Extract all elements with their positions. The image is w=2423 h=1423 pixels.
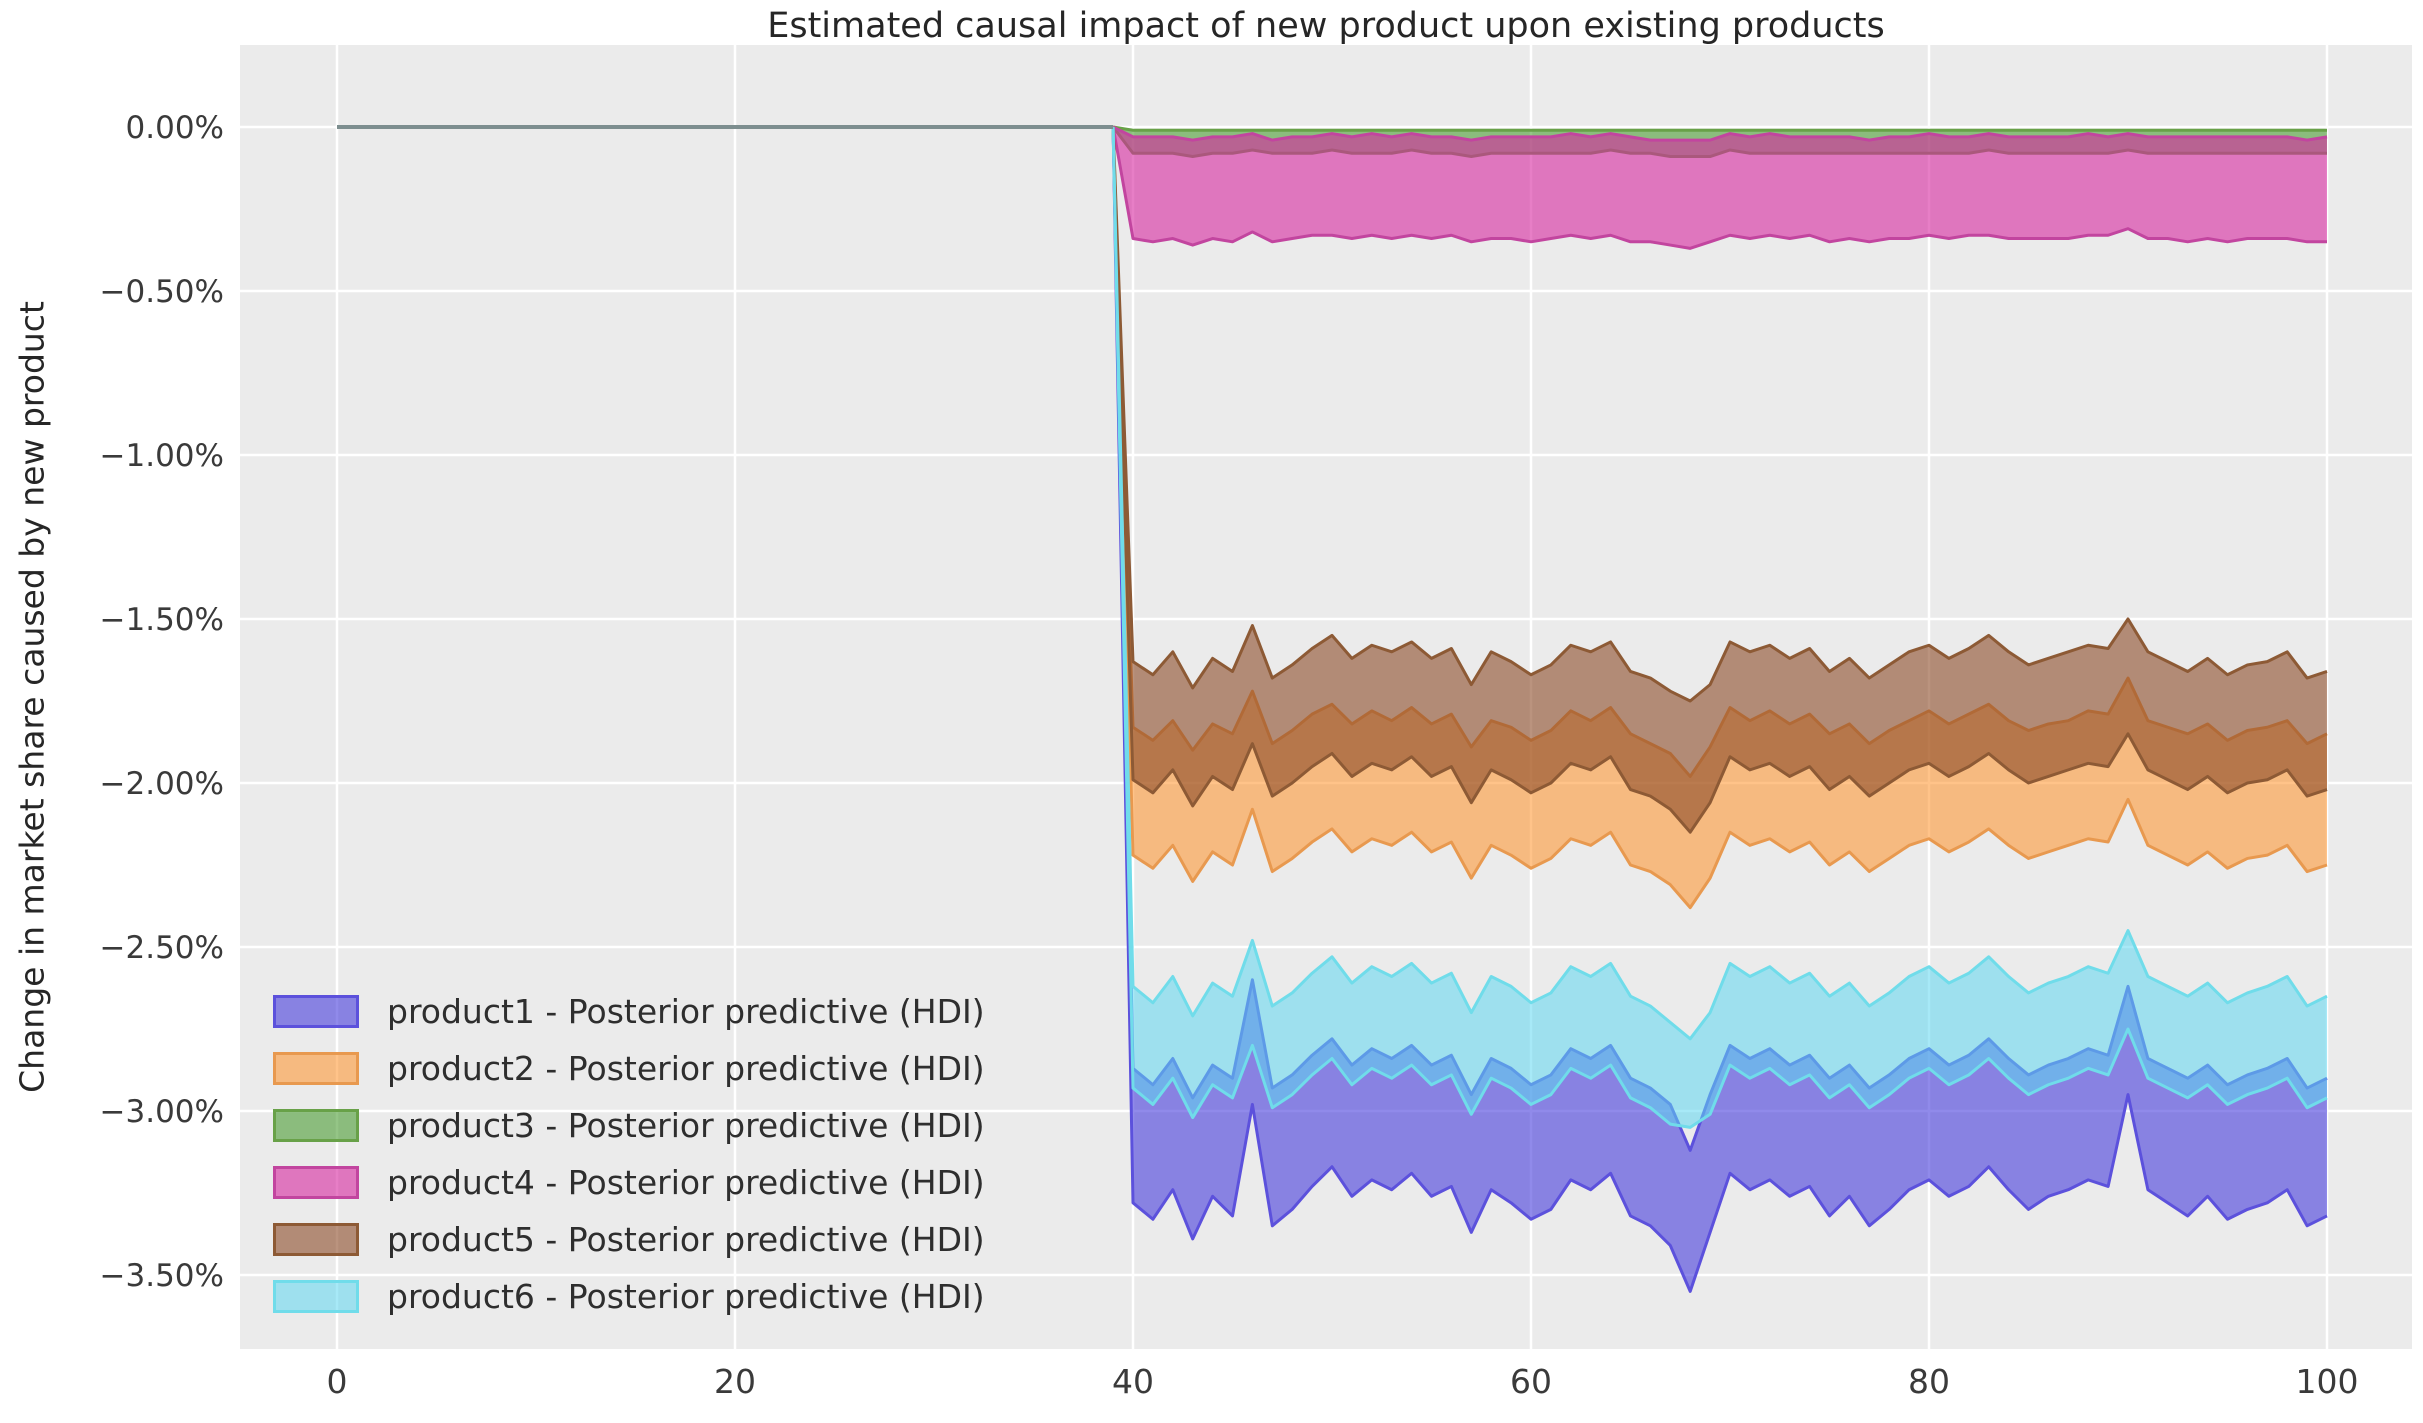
legend-item-product2: product2 - Posterior predictive (HDI) bbox=[273, 1040, 985, 1097]
product1-hdi-band bbox=[1113, 127, 2327, 1292]
legend-label-product4: product4 - Posterior predictive (HDI) bbox=[387, 1163, 985, 1202]
product4-hdi-upper-edge bbox=[1112, 125, 2328, 142]
y-tick-label: −2.50% bbox=[100, 930, 224, 966]
x-tick-label: 60 bbox=[1510, 1362, 1552, 1401]
legend: product1 - Posterior predictive (HDI) pro… bbox=[273, 983, 985, 1325]
legend-item-product5: product5 - Posterior predictive (HDI) bbox=[273, 1211, 985, 1268]
y-tick-label: −1.00% bbox=[100, 438, 224, 474]
legend-label-product2: product2 - Posterior predictive (HDI) bbox=[387, 1049, 985, 1088]
legend-label-product3: product3 - Posterior predictive (HDI) bbox=[387, 1106, 985, 1145]
legend-label-product5: product5 - Posterior predictive (HDI) bbox=[387, 1220, 985, 1259]
x-tick-label: 40 bbox=[1112, 1362, 1154, 1401]
product4-hdi-band bbox=[1113, 127, 2327, 249]
product1-hdi-lower-edge bbox=[1111, 126, 2328, 1293]
legend-label-product1: product1 - Posterior predictive (HDI) bbox=[387, 992, 985, 1031]
x-tick-label: 0 bbox=[327, 1362, 348, 1401]
x-tick-label: 20 bbox=[714, 1362, 756, 1401]
product6-hdi-lower-edge bbox=[1111, 126, 2328, 1129]
product5-hdi-lower-edge bbox=[1111, 126, 2328, 834]
product3-hdi-upper-edge bbox=[1112, 125, 2327, 132]
legend-item-product6: product6 - Posterior predictive (HDI) bbox=[273, 1268, 985, 1325]
product5-legend-swatch bbox=[273, 1223, 359, 1256]
product6-legend-swatch bbox=[273, 1280, 359, 1313]
product6-hdi-band bbox=[1113, 127, 2327, 1128]
legend-item-product1: product1 - Posterior predictive (HDI) bbox=[273, 983, 985, 1040]
product3-legend-swatch bbox=[273, 1109, 359, 1142]
y-tick-label: −2.00% bbox=[100, 766, 224, 802]
product4-legend-swatch bbox=[273, 1166, 359, 1199]
x-tick-label: 80 bbox=[1908, 1362, 1950, 1401]
y-tick-label: −3.00% bbox=[100, 1094, 224, 1130]
product5-hdi-upper-edge bbox=[1111, 126, 2328, 703]
legend-item-product3: product3 - Posterior predictive (HDI) bbox=[273, 1097, 985, 1154]
product4-hdi-lower-edge bbox=[1111, 126, 2327, 250]
x-tick-label: 100 bbox=[2296, 1362, 2359, 1401]
product2-hdi-lower-edge bbox=[1111, 126, 2328, 910]
legend-item-product4: product4 - Posterior predictive (HDI) bbox=[273, 1154, 985, 1211]
legend-label-product6: product6 - Posterior predictive (HDI) bbox=[387, 1277, 985, 1316]
y-tick-label: −1.50% bbox=[100, 602, 224, 638]
product2-legend-swatch bbox=[273, 1052, 359, 1085]
y-tick-label: −3.50% bbox=[100, 1258, 224, 1294]
product1-legend-swatch bbox=[273, 995, 359, 1028]
product5-hdi-band bbox=[1113, 127, 2327, 833]
y-tick-label: 0.00% bbox=[126, 110, 224, 146]
product6-hdi-upper-edge bbox=[1111, 126, 2328, 1041]
chart-title: Estimated causal impact of new product u… bbox=[767, 6, 1885, 46]
y-tick-label: −0.50% bbox=[100, 274, 224, 310]
